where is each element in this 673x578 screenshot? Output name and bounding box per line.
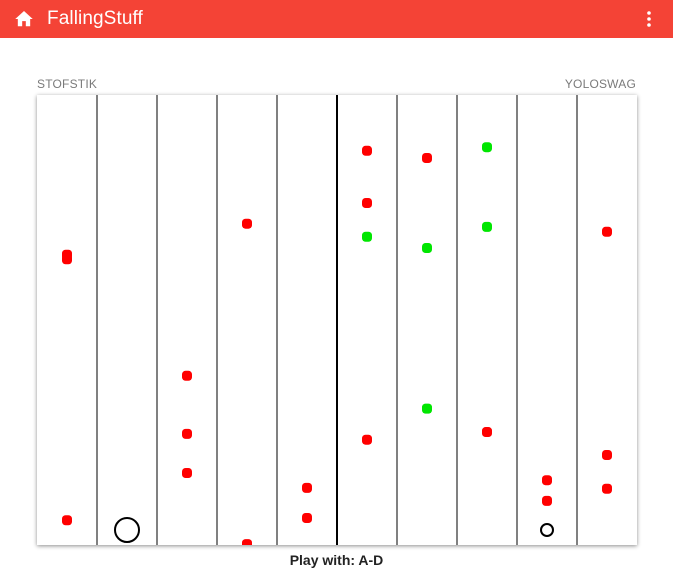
app-title: FallingStuff bbox=[47, 8, 143, 29]
bad-falling-item bbox=[62, 515, 72, 526]
more-vert-icon bbox=[647, 11, 651, 27]
bad-falling-item bbox=[302, 513, 312, 523]
bad-falling-item bbox=[422, 153, 432, 163]
good-falling-item bbox=[482, 142, 492, 153]
overflow-menu-button[interactable] bbox=[639, 7, 659, 31]
bad-falling-item bbox=[362, 434, 372, 445]
bad-falling-item bbox=[542, 495, 552, 506]
good-falling-item bbox=[362, 231, 372, 242]
bad-falling-item bbox=[302, 482, 312, 493]
game-canvas bbox=[62, 95, 612, 545]
game-board[interactable] bbox=[37, 95, 637, 545]
player-left-name: STOFSTIK bbox=[37, 77, 98, 91]
bad-falling-item bbox=[242, 539, 252, 545]
bad-falling-item bbox=[602, 450, 612, 460]
bad-falling-item bbox=[182, 468, 192, 478]
player-piece-stofstik bbox=[114, 517, 140, 543]
bad-falling-item bbox=[62, 254, 72, 265]
bad-falling-item bbox=[362, 198, 372, 208]
good-falling-item bbox=[482, 221, 492, 232]
home-button[interactable] bbox=[12, 7, 36, 31]
bad-falling-item bbox=[182, 428, 192, 439]
bad-falling-item bbox=[482, 427, 492, 438]
good-falling-item bbox=[422, 403, 432, 414]
player-piece-yoloswag bbox=[540, 523, 554, 537]
good-falling-item bbox=[422, 243, 432, 253]
home-icon bbox=[15, 11, 33, 27]
bad-falling-item bbox=[602, 226, 612, 237]
bad-falling-item bbox=[602, 483, 612, 494]
app-bar: FallingStuff bbox=[0, 0, 673, 38]
bad-falling-item bbox=[362, 145, 372, 156]
player-right-name: YOLOSWAG bbox=[564, 77, 636, 91]
controls-hint: Play with: A-D bbox=[289, 552, 384, 568]
bad-falling-item bbox=[242, 218, 252, 229]
bad-falling-item bbox=[542, 475, 552, 486]
bad-falling-item bbox=[182, 370, 192, 381]
